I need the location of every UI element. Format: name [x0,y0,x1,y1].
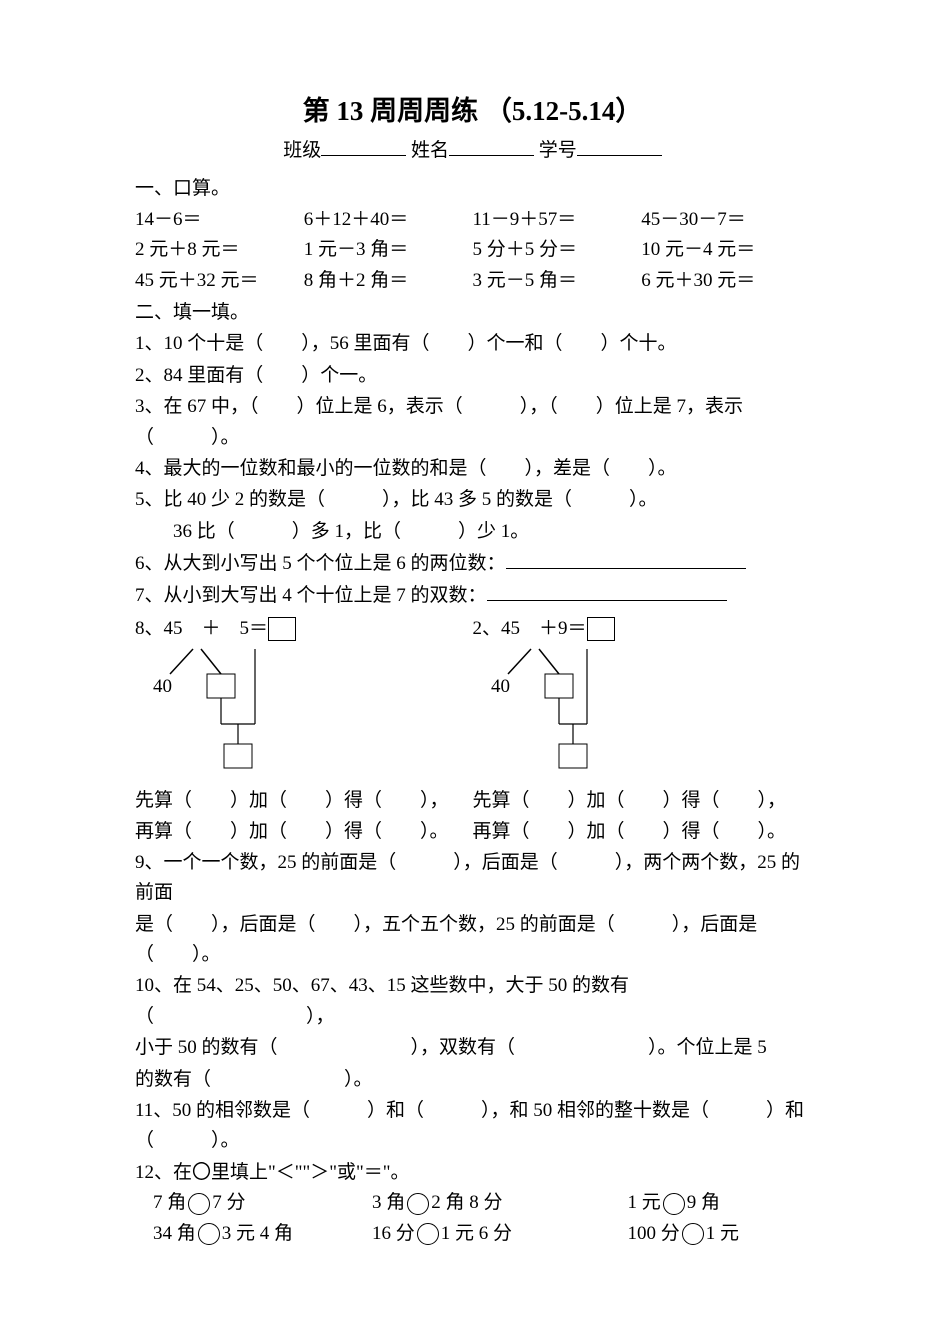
calc-cell: 1 元－3 角＝ [304,235,473,265]
q10b: 小于 50 的数有（ ），双数有（ ）。个位上是 5 [135,1033,810,1063]
q10c: 的数有（ ）。 [135,1065,810,1095]
calc-row-2: 2 元＋8 元＝ 1 元－3 角＝ 5 分＋5 分＝ 10 元－4 元＝ [135,235,810,265]
q8-explain-right: 先算（ ）加（ ）得（ ）， 再算（ ）加（ ）得（ ）。 [473,786,811,847]
q8-left: 8、45 ＋ 5＝ 40 [135,614,473,784]
section-2-head: 二、填一填。 [135,298,810,328]
compare-right: 9 角 [687,1192,720,1213]
compare-right: 2 角 8 分 [431,1192,502,1213]
compare-right: 1 元 [706,1223,739,1244]
q1: 1、10 个十是（ ），56 里面有（ ）个一和（ ）个十。 [135,329,810,359]
q8-right: 2、45 ＋9＝ 40 [473,614,811,784]
compare-item: 3 角 2 角 8 分 [372,1188,628,1218]
info-row: 班级 姓名 学号 [135,135,810,166]
compare-left: 16 分 [372,1223,415,1244]
split-diagram-left: 40 [135,644,335,784]
page-title: 第 13 周周周练 （5.12-5.14） [135,90,810,133]
q8-diagrams: 8、45 ＋ 5＝ 40 2、45 ＋9＝ 40 [135,614,810,784]
calc-cell: 8 角＋2 角＝ [304,266,473,296]
compare-item: 16 分 1 元 6 分 [372,1219,628,1249]
q6-text: 6、从大到小写出 5 个个位上是 6 的两位数： [135,553,506,574]
split-diagram-right: 40 [473,644,673,784]
explain-l1: 先算（ ）加（ ）得（ ）， [135,786,473,816]
q9a: 9、一个一个数，25 的前面是（ ），后面是（ ），两个两个数，25 的前面 [135,848,810,909]
q8-right-eq: 2、45 ＋9＝ [473,614,811,644]
q2: 2、84 里面有（ ）个一。 [135,361,810,391]
q7: 7、从小到大写出 4 个十位上是 7 的双数： [135,580,810,611]
q12: 12、在〇里填上"＜""＞"或"＝"。 [135,1158,810,1188]
compare-right: 7 分 [212,1192,245,1213]
forty-label: 40 [153,676,172,697]
q8-left-eq-text: 8、45 ＋ 5＝ [135,618,268,639]
blank-name[interactable] [449,135,534,156]
calc-cell: 14－6＝ [135,205,304,235]
q6: 6、从大到小写出 5 个个位上是 6 的两位数： [135,548,810,579]
compare-circle[interactable] [198,1223,220,1245]
answer-box[interactable] [268,617,296,641]
compare-circle[interactable] [188,1193,210,1215]
q7-blank[interactable] [487,580,727,601]
q8-right-eq-text: 2、45 ＋9＝ [473,618,587,639]
calc-row-3: 45 元＋32 元＝ 8 角＋2 角＝ 3 元－5 角＝ 6 元＋30 元＝ [135,266,810,296]
q5: 5、比 40 少 2 的数是（ ），比 43 多 5 的数是（ ）。 [135,485,810,515]
forty-label: 40 [491,676,510,697]
compare-left: 34 角 [153,1223,196,1244]
q8-explain-left: 先算（ ）加（ ）得（ ）， 再算（ ）加（ ）得（ ）。 [135,786,473,847]
calc-cell: 45－30－7＝ [641,205,810,235]
calc-cell: 10 元－4 元＝ [641,235,810,265]
compare-item: 7 角 7 分 [153,1188,372,1218]
q8-left-eq: 8、45 ＋ 5＝ [135,614,473,644]
explain-l2: 再算（ ）加（ ）得（ ）。 [135,817,473,847]
q12-row2: 34 角 3 元 4 角 16 分 1 元 6 分 100 分 1 元 [135,1219,810,1249]
compare-right: 3 元 4 角 [222,1223,293,1244]
explain-r2: 再算（ ）加（ ）得（ ）。 [473,817,811,847]
compare-left: 100 分 [628,1223,680,1244]
q3: 3、在 67 中，（ ）位上是 6，表示（ ），（ ）位上是 7，表示（ ）。 [135,392,810,453]
explain-r1: 先算（ ）加（ ）得（ ）， [473,786,811,816]
compare-circle[interactable] [417,1223,439,1245]
label-id: 学号 [539,140,577,161]
label-name: 姓名 [411,140,449,161]
q11: 11、50 的相邻数是（ ）和（ ），和 50 相邻的整十数是（ ）和（ ）。 [135,1096,810,1157]
q7-text: 7、从小到大写出 4 个十位上是 7 的双数： [135,585,487,606]
calc-cell: 5 分＋5 分＝ [473,235,642,265]
q8-explain: 先算（ ）加（ ）得（ ）， 再算（ ）加（ ）得（ ）。 先算（ ）加（ ）得… [135,786,810,847]
q12-row1: 7 角 7 分 3 角 2 角 8 分 1 元 9 角 [135,1188,810,1218]
q6-blank[interactable] [506,548,746,569]
compare-circle[interactable] [663,1193,685,1215]
blank-class[interactable] [321,135,406,156]
compare-item: 100 分 1 元 [628,1219,811,1249]
blank-id[interactable] [577,135,662,156]
calc-cell: 2 元＋8 元＝ [135,235,304,265]
q4: 4、最大的一位数和最小的一位数的和是（ ），差是（ ）。 [135,454,810,484]
compare-circle[interactable] [682,1223,704,1245]
label-class: 班级 [283,140,321,161]
calc-cell: 45 元＋32 元＝ [135,266,304,296]
compare-left: 1 元 [628,1192,661,1213]
section-1-head: 一、口算。 [135,174,810,204]
compare-circle[interactable] [407,1193,429,1215]
calc-cell: 3 元－5 角＝ [473,266,642,296]
calc-cell: 6＋12＋40＝ [304,205,473,235]
q9b: 是（ ），后面是（ ），五个五个数，25 的前面是（ ），后面是（ ）。 [135,910,810,971]
compare-right: 1 元 6 分 [441,1223,512,1244]
calc-cell: 11－9＋57＝ [473,205,642,235]
q5b: 36 比（ ）多 1，比（ ）少 1。 [135,517,810,547]
calc-row-1: 14－6＝ 6＋12＋40＝ 11－9＋57＝ 45－30－7＝ [135,205,810,235]
compare-left: 3 角 [372,1192,405,1213]
compare-item: 1 元 9 角 [628,1188,811,1218]
compare-left: 7 角 [153,1192,186,1213]
compare-item: 34 角 3 元 4 角 [153,1219,372,1249]
answer-box[interactable] [587,617,615,641]
calc-cell: 6 元＋30 元＝ [641,266,810,296]
q10a: 10、在 54、25、50、67、43、15 这些数中，大于 50 的数有（ ）… [135,971,810,1032]
